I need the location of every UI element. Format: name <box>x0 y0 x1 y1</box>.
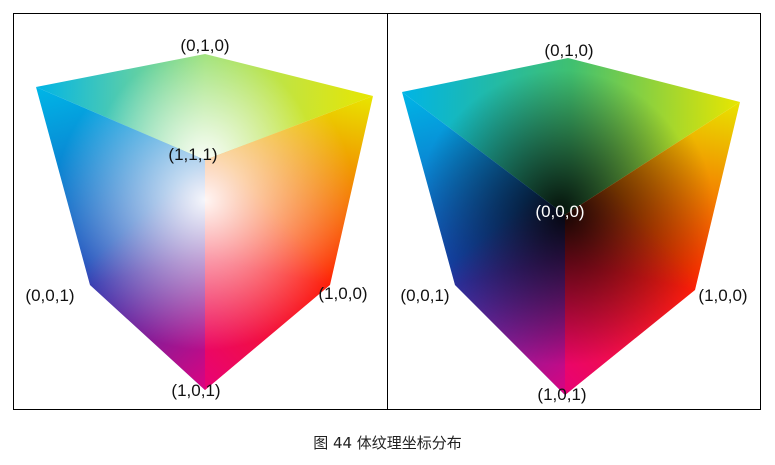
right-label-bottom: (1,0,1) <box>537 385 586 404</box>
right-cube-right-face-shadow <box>565 102 740 395</box>
left-cube-top-face-highlight <box>36 54 373 160</box>
panel-divider <box>387 13 388 410</box>
right-label-center: (0,0,0) <box>535 202 584 221</box>
right-cube <box>402 58 740 395</box>
left-label-bottom: (1,0,1) <box>171 381 220 400</box>
left-cube-right-face-highlight <box>205 96 373 390</box>
right-label-top: (0,1,0) <box>544 41 593 60</box>
figure-caption: 图 44 体纹理坐标分布 <box>313 434 462 452</box>
left-label-right: (1,0,0) <box>318 284 367 303</box>
left-cube-left-face-highlight <box>36 87 205 390</box>
right-cube-left-face-shadow <box>402 92 565 395</box>
right-label-left: (0,0,1) <box>400 286 449 305</box>
left-label-center: (1,1,1) <box>168 145 217 164</box>
left-label-left: (0,0,1) <box>25 286 74 305</box>
left-label-top: (0,1,0) <box>180 36 229 55</box>
right-cube-top-face-shadow <box>402 58 740 215</box>
left-cube <box>36 54 373 390</box>
right-label-right: (1,0,0) <box>698 286 747 305</box>
